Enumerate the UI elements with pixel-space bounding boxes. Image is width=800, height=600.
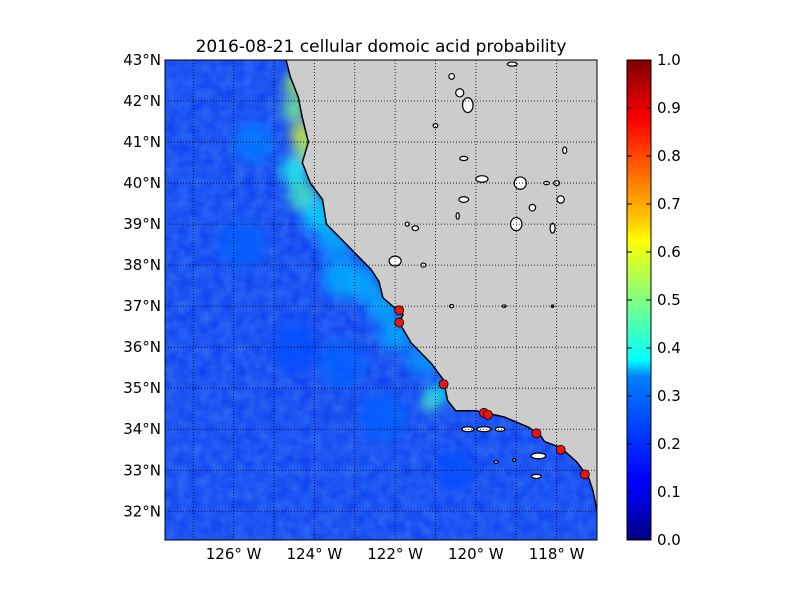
sample-site-marker (579, 469, 590, 480)
colorbar-tick-label: 0.3 (657, 387, 681, 405)
x-tick-label: 122° W (367, 545, 423, 563)
x-tick-label: 124° W (287, 545, 343, 563)
colorbar-tick-label: 0.0 (657, 531, 681, 549)
lake (513, 176, 527, 190)
x-tick-label: 118° W (529, 545, 585, 563)
y-tick-label: 33°N (123, 461, 161, 479)
island (461, 426, 475, 433)
sample-site-marker (394, 317, 405, 328)
probability-feature (358, 392, 408, 442)
island (530, 452, 547, 460)
y-tick-label: 37°N (123, 297, 161, 315)
lake (556, 195, 565, 204)
x-axis-ticks: 126° W 124° W 122° W 120° W 118° W (206, 545, 585, 563)
y-tick-label: 40°N (123, 174, 161, 192)
probability-feature (318, 338, 367, 389)
lake (411, 225, 420, 232)
lake (459, 155, 469, 162)
lake (562, 146, 568, 155)
lake (455, 88, 465, 98)
y-tick-label: 32°N (123, 502, 161, 520)
colorbar-tick-label: 0.8 (657, 147, 681, 165)
y-tick-label: 36°N (123, 338, 161, 356)
plot-frame (164, 59, 598, 541)
y-tick-label: 38°N (123, 256, 161, 274)
colorbar-tick-label: 0.2 (657, 435, 681, 453)
lake (461, 97, 474, 114)
island (530, 473, 542, 480)
lake (506, 61, 518, 67)
y-tick-label: 35°N (123, 379, 161, 397)
colorbar-ticks: 0.0 0.1 0.2 0.3 0.4 0.5 0.6 0.7 0.8 0.9 1.0 (627, 51, 681, 549)
probability-feature (435, 449, 476, 491)
lake (458, 196, 470, 203)
lake (455, 212, 460, 220)
colorbar-tick-label: 0.7 (657, 195, 681, 213)
y-tick-label: 42°N (123, 92, 161, 110)
probability-feature (346, 269, 379, 303)
probability-feature (217, 220, 266, 270)
x-tick-label: 120° W (448, 545, 504, 563)
y-tick-label: 39°N (123, 215, 161, 233)
y-tick-label: 34°N (123, 420, 161, 438)
y-tick-label: 43°N (123, 51, 161, 69)
x-tick-label: 126° W (206, 545, 262, 563)
probability-feature (280, 156, 309, 186)
colorbar-tick-label: 1.0 (657, 51, 681, 69)
lake (528, 203, 537, 212)
colorbar-tick-label: 0.4 (657, 339, 681, 357)
island (512, 458, 517, 462)
island (494, 426, 506, 432)
sample-site-marker (555, 444, 566, 455)
sample-site-marker (483, 409, 493, 420)
probability-feature (233, 121, 275, 163)
colorbar-tick-label: 0.1 (657, 483, 681, 501)
lake (549, 222, 556, 234)
sample-sites (394, 305, 590, 480)
lake (448, 72, 456, 80)
sample-site-marker (531, 428, 542, 439)
y-axis-ticks: 32°N 33°N 34°N 35°N 36°N 37°N 38°N 39°N 40°N 41°N… (123, 51, 161, 520)
map-plot-area (165, 60, 597, 540)
colorbar-tick-label: 0.5 (657, 291, 681, 309)
lake (475, 175, 489, 183)
island (493, 460, 499, 464)
colorbar-tick-label: 0.9 (657, 99, 681, 117)
chart-title: 2016-08-21 cellular domoic acid probabil… (196, 37, 567, 57)
sample-site-marker (438, 379, 449, 390)
lake (432, 122, 439, 129)
islands-layer (461, 426, 547, 480)
colorbar: 0.0 0.1 0.2 0.3 0.4 0.5 0.6 0.7 0.8 0.9 1.0 (626, 51, 681, 549)
y-tick-label: 41°N (123, 133, 161, 151)
colorbar-tick-label: 0.6 (657, 243, 681, 261)
sample-site-marker (394, 305, 405, 316)
map-graticule (165, 60, 597, 540)
